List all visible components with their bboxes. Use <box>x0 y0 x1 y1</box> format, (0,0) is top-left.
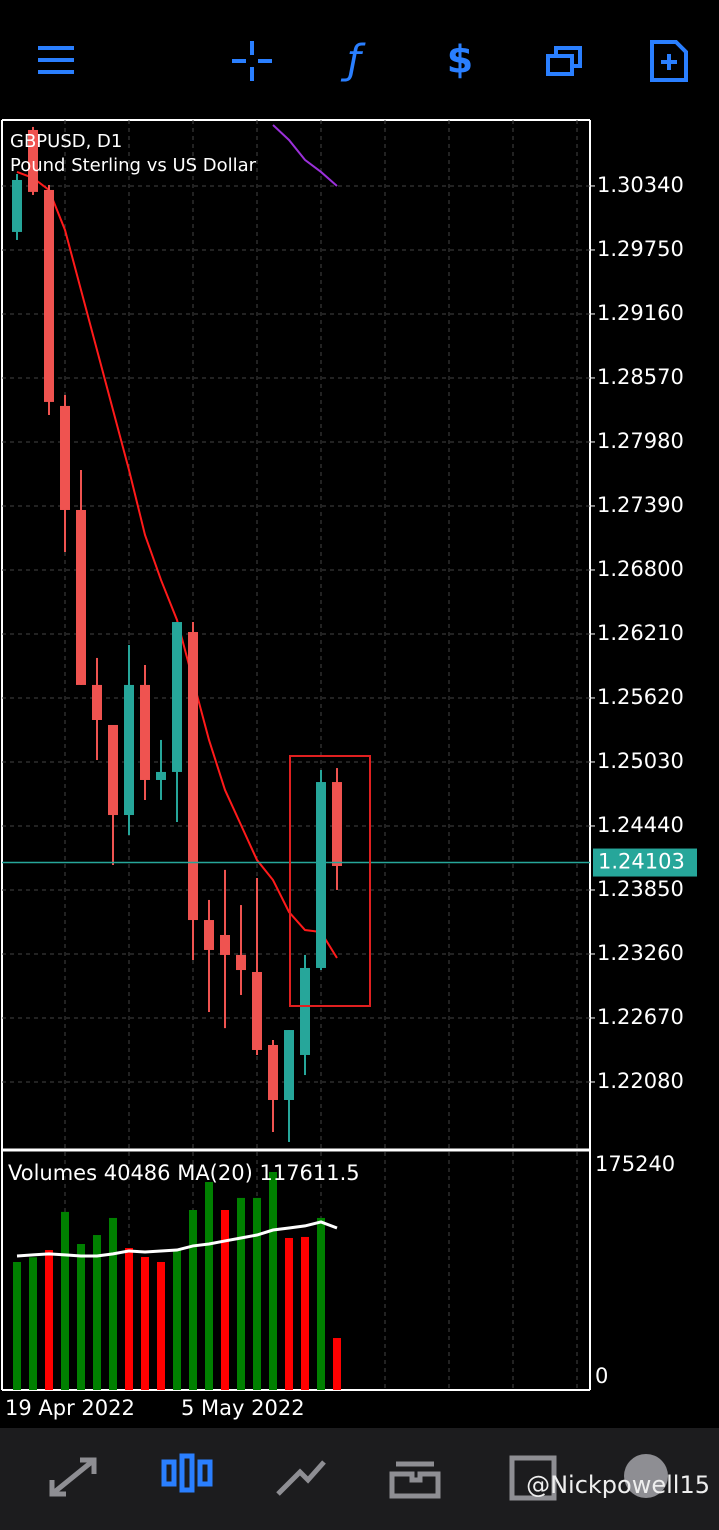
windows-button[interactable] <box>546 46 582 76</box>
y-tick-label: 1.23260 <box>597 941 684 965</box>
candle-body <box>124 684 134 816</box>
annotation-box <box>289 755 371 1007</box>
bottom-nav <box>0 1428 719 1530</box>
volume-plot <box>13 1171 341 1390</box>
y-tick-label: 1.25620 <box>597 685 684 709</box>
volume-bar <box>157 1261 165 1390</box>
volume-title: Volumes 40486 MA(20) 117611.5 <box>8 1161 360 1185</box>
candle-body <box>268 1044 278 1100</box>
chart-title: GBPUSD, D1 <box>10 131 122 152</box>
new-order-button[interactable] <box>650 40 688 82</box>
y-tick-label: 1.25030 <box>597 749 684 773</box>
candle-body <box>44 189 54 402</box>
candle-body <box>108 724 118 816</box>
y-tick-label: 1.30340 <box>597 173 684 197</box>
candle-body <box>220 934 230 955</box>
nav-icons <box>49 1453 668 1501</box>
current-price-box <box>593 848 697 877</box>
candle-body <box>76 509 86 685</box>
candle-body <box>28 129 38 192</box>
vertical-grid <box>64 120 578 1390</box>
quotes-tab[interactable] <box>49 1457 97 1497</box>
volume-bar <box>269 1171 277 1390</box>
volume-ma <box>16 1220 338 1258</box>
messages-tab[interactable] <box>624 1454 668 1498</box>
y-tick-label: 1.29160 <box>597 301 684 325</box>
candle-body <box>140 684 150 780</box>
y-tick-label: 1.29750 <box>597 237 684 261</box>
volume-bar <box>141 1256 149 1390</box>
volume-bar <box>221 1209 229 1390</box>
x-tick-label: 5 May 2022 <box>181 1396 305 1420</box>
volume-bar <box>205 1182 213 1390</box>
candle-body <box>172 622 182 772</box>
volume-bar <box>125 1248 133 1390</box>
candle-body <box>316 782 326 968</box>
volume-bar <box>61 1211 69 1390</box>
y-tick-label: 1.28570 <box>597 365 684 389</box>
volume-bar <box>237 1197 245 1390</box>
y-tick-label: 1.22080 <box>597 1069 684 1093</box>
y-tick-label: 1.23850 <box>597 877 684 901</box>
volume-bar <box>45 1250 53 1390</box>
watermark: @Nickpowell15 <box>526 1471 710 1499</box>
volume-bar <box>301 1236 309 1390</box>
candle-body <box>60 405 70 510</box>
history-tab[interactable] <box>389 1461 441 1499</box>
candle-body <box>252 971 262 1050</box>
volume-bar <box>333 1338 341 1390</box>
candle-body <box>236 954 246 971</box>
trade-button[interactable]: $ <box>447 38 473 82</box>
crosshair-button[interactable] <box>232 41 272 81</box>
current-price-label: 1.24103 <box>598 850 685 874</box>
chart-subtitle: Pound Sterling vs US Dollar <box>10 155 257 176</box>
price-plot <box>2 124 590 1142</box>
y-tick-label: 1.24440 <box>597 813 684 837</box>
y-tick-label: 1.27390 <box>597 493 684 517</box>
volume-bar <box>13 1261 21 1390</box>
candle-body <box>204 920 214 950</box>
candle-body <box>12 179 22 232</box>
volume-bar <box>189 1209 197 1390</box>
news-tab[interactable] <box>509 1455 557 1501</box>
moving-average <box>16 171 338 959</box>
volume-bar <box>77 1244 85 1390</box>
y-tick-label: 1.22670 <box>597 1005 684 1029</box>
moving-average <box>272 124 338 187</box>
y-tick-label: 1.26800 <box>597 557 684 581</box>
y-tick-label: 1.26210 <box>597 621 684 645</box>
volume-bar <box>253 1197 261 1390</box>
candle-body <box>332 782 342 867</box>
y-tick-label: 175240 <box>595 1152 675 1176</box>
candle-body <box>92 684 102 720</box>
x-tick-label: 19 Apr 2022 <box>5 1396 135 1420</box>
y-tick-label: 0 <box>595 1364 608 1388</box>
volume-bar <box>317 1217 325 1390</box>
volume-bar <box>173 1250 181 1390</box>
candle-body <box>156 771 166 780</box>
volume-bar <box>29 1257 37 1390</box>
menu-button[interactable] <box>38 46 74 74</box>
candle-body <box>188 632 198 921</box>
volume-bar <box>285 1237 293 1390</box>
volume-bar <box>93 1235 101 1390</box>
candle-body <box>300 967 310 1055</box>
trade-tab[interactable] <box>276 1460 326 1496</box>
y-tick-label: 1.27980 <box>597 429 684 453</box>
chart-tab[interactable] <box>161 1453 213 1493</box>
candle-body <box>284 1030 294 1100</box>
volume-bar <box>109 1217 117 1390</box>
